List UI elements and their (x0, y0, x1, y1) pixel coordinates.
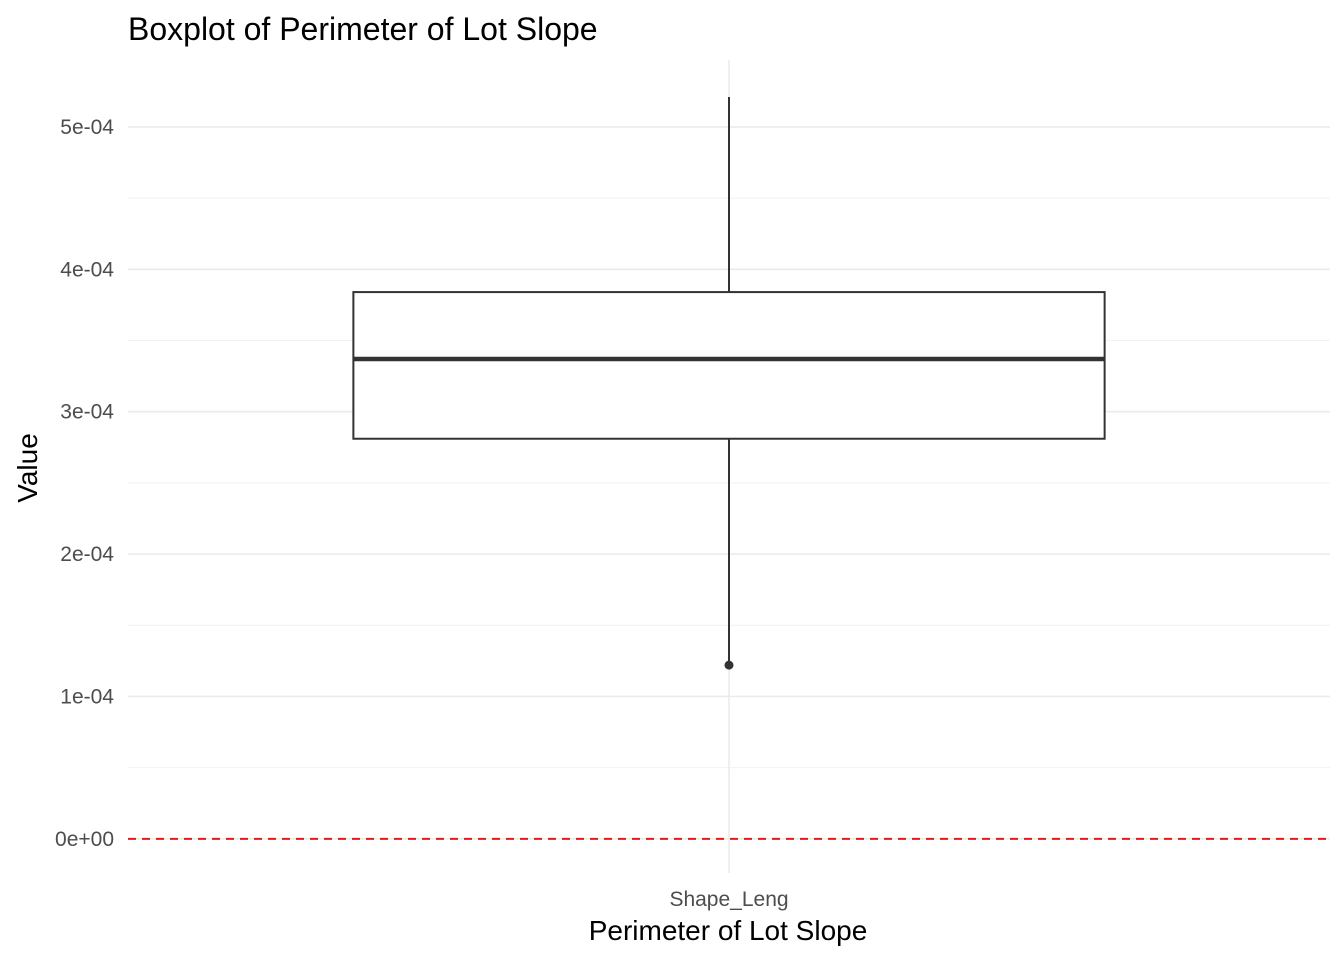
y-tick-label: 0e+00 (55, 828, 114, 851)
outlier-point (724, 660, 734, 670)
tick-labels: 0e+00 1e-04 2e-04 3e-04 4e-04 5e-04 Shape_Leng (55, 116, 789, 911)
boxplot-group (352, 97, 1106, 670)
x-axis-title: Perimeter of Lot Slope (589, 915, 868, 946)
y-tick-label: 4e-04 (60, 258, 114, 281)
chart-title: Boxplot of Perimeter of Lot Slope (128, 11, 598, 47)
x-tick-label: Shape_Leng (669, 888, 788, 911)
y-tick-label: 5e-04 (60, 116, 114, 139)
y-tick-label: 1e-04 (60, 685, 114, 708)
y-tick-label: 2e-04 (60, 543, 114, 566)
y-tick-label: 3e-04 (60, 401, 114, 424)
box-iqr (352, 291, 1106, 440)
y-axis-title: Value (12, 433, 43, 503)
